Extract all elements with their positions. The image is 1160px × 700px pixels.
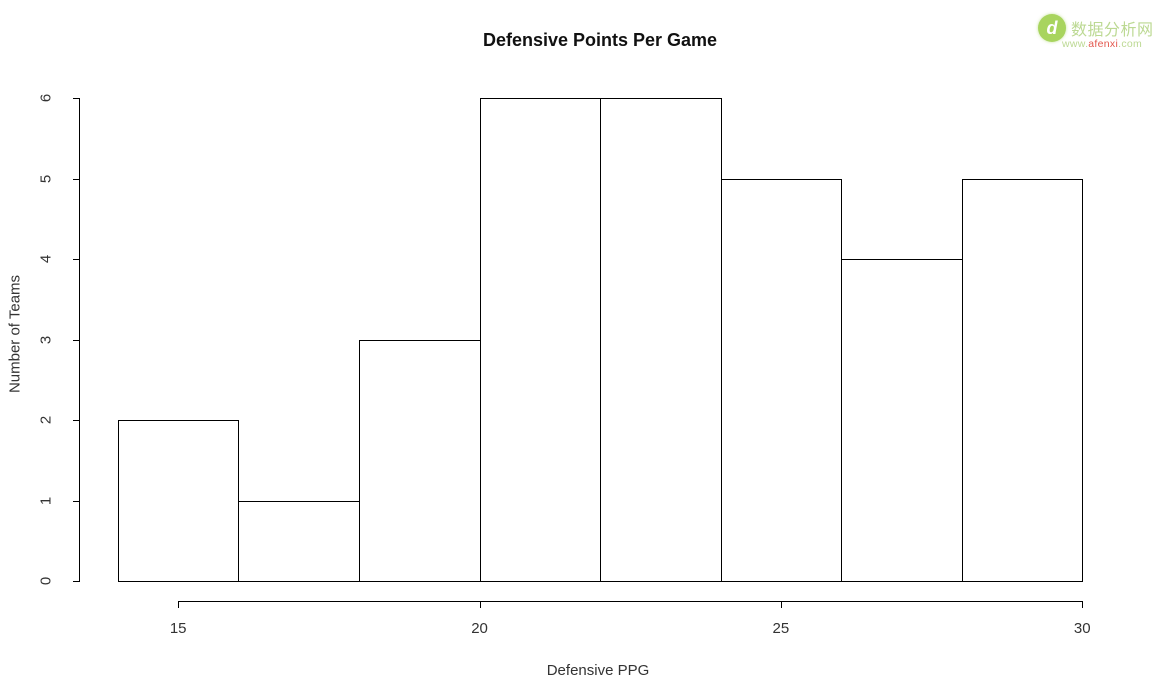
y-tick-mark	[73, 98, 80, 99]
y-tick-mark	[73, 259, 80, 260]
histogram-bar	[359, 339, 481, 582]
y-tick-mark	[73, 420, 80, 421]
x-axis-label: Defensive PPG	[546, 662, 650, 679]
histogram-bar	[479, 98, 602, 582]
histogram-bar	[600, 98, 722, 582]
histogram-bar	[961, 178, 1084, 582]
x-tick-label: 30	[1073, 620, 1091, 637]
histogram-bar	[720, 178, 843, 582]
y-tick-mark	[73, 339, 80, 341]
y-tick-label: 2	[37, 415, 55, 425]
url-tld: .com	[1118, 38, 1143, 50]
y-tick-label: 0	[37, 576, 55, 586]
chart-title: Defensive Points Per Game	[482, 30, 718, 50]
site-name: 数据分析网	[1071, 22, 1154, 39]
y-tick-label: 6	[37, 93, 55, 103]
y-axis-label: Number of Teams	[6, 274, 24, 394]
x-tick-mark	[1082, 601, 1084, 608]
url-www: www.	[1062, 38, 1089, 50]
histogram-bar	[238, 500, 360, 582]
y-tick-mark	[73, 581, 80, 582]
x-tick-mark	[780, 601, 782, 608]
site-url: www.afenxi.com	[1062, 38, 1142, 50]
x-tick-label: 25	[772, 620, 790, 637]
site-logo-icon: d	[1038, 14, 1066, 42]
x-tick-mark	[178, 601, 180, 608]
histogram-bar	[117, 420, 240, 582]
x-axis-line	[178, 601, 1084, 602]
url-domain: afenxi	[1088, 38, 1119, 50]
x-tick-label: 15	[169, 620, 187, 637]
y-tick-label: 1	[37, 496, 55, 505]
site-watermark: d 数据分析网 www.afenxi.com	[1038, 12, 1158, 54]
histogram-bar	[841, 259, 963, 582]
y-tick-mark	[73, 178, 80, 180]
y-tick-label: 3	[37, 335, 55, 344]
x-tick-label: 20	[471, 620, 488, 637]
y-tick-label: 4	[37, 254, 55, 264]
y-tick-mark	[73, 500, 80, 502]
x-tick-mark	[479, 601, 481, 608]
y-tick-label: 5	[37, 174, 55, 183]
